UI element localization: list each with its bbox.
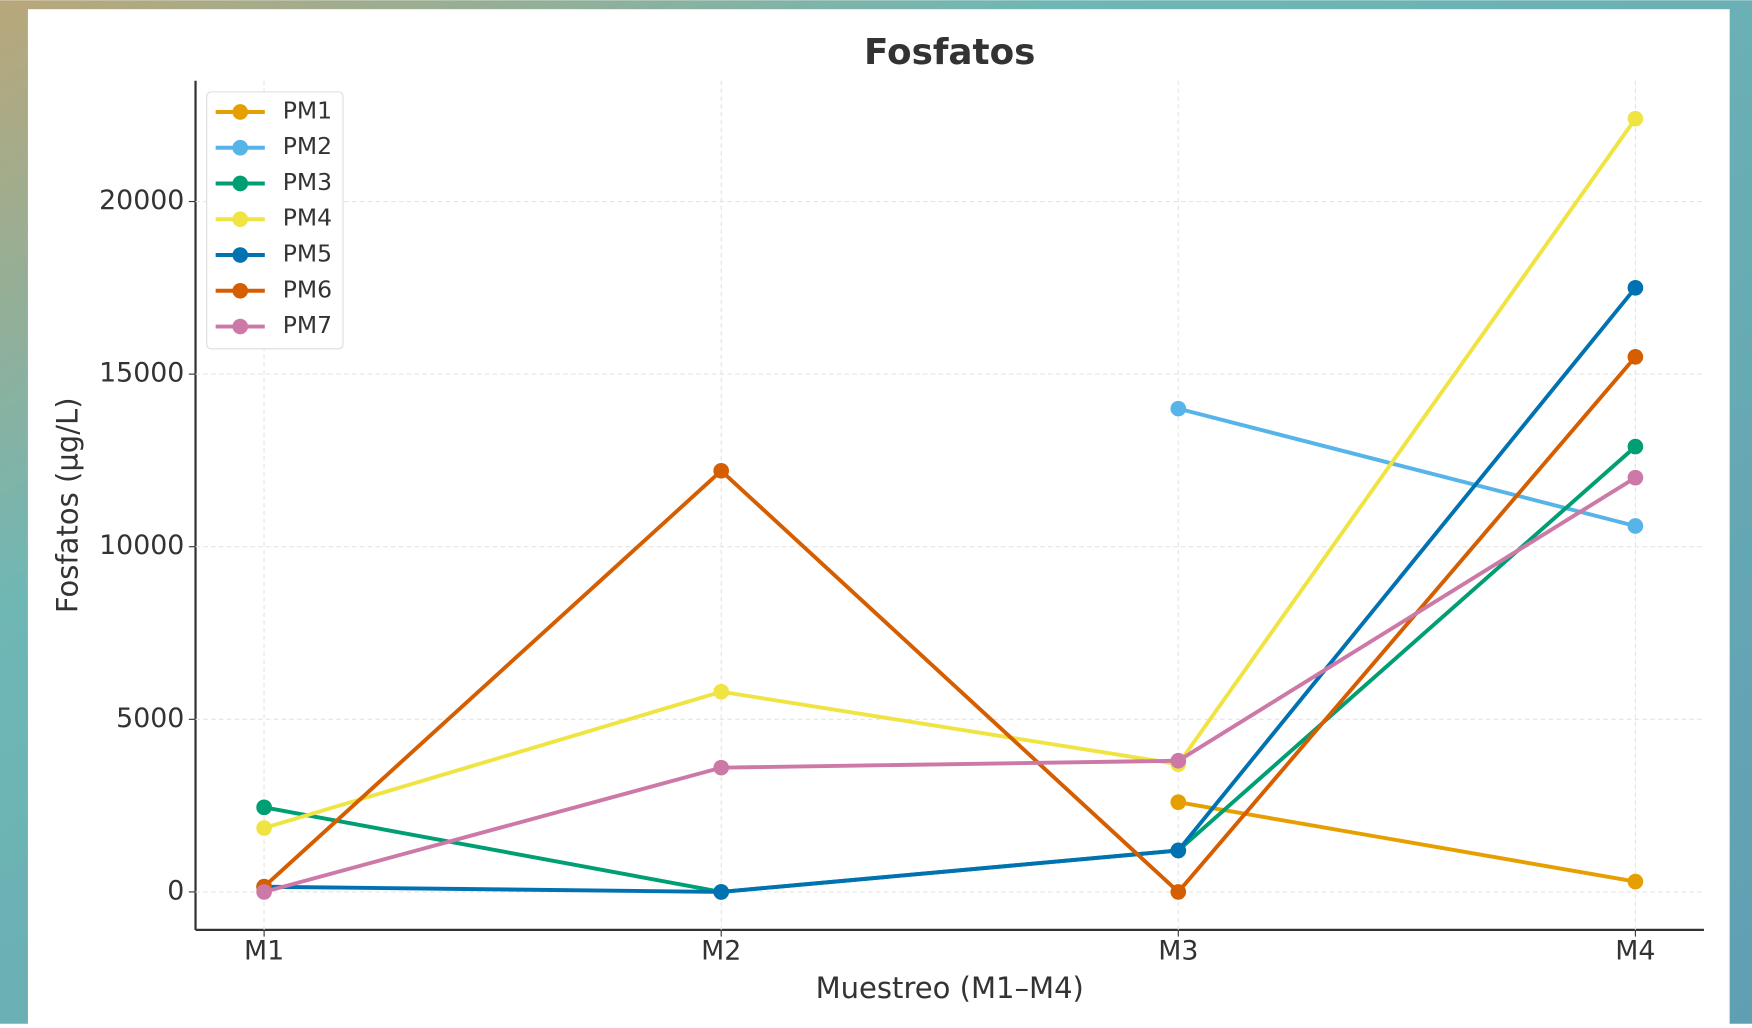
legend-marker — [232, 247, 249, 263]
data-point — [713, 884, 730, 900]
data-point — [1627, 349, 1644, 365]
data-point — [1170, 794, 1187, 810]
y-tick-label: 0 — [167, 875, 184, 906]
legend-marker — [232, 175, 249, 192]
data-point — [713, 683, 730, 700]
data-point — [1627, 469, 1644, 486]
data-point — [1170, 884, 1187, 900]
series-line — [262, 355, 1637, 895]
data-point — [713, 759, 730, 776]
legend-marker — [232, 139, 249, 156]
series-line — [264, 286, 1637, 894]
legend-marker — [232, 104, 249, 120]
data-point — [256, 799, 272, 816]
legend-label: PM4 — [283, 204, 332, 232]
data-point — [1627, 280, 1644, 296]
data-point — [1170, 752, 1187, 769]
data-point — [1170, 400, 1187, 417]
legend-label: PM1 — [283, 96, 332, 124]
x-tick-label: M2 — [701, 936, 741, 967]
data-point — [713, 462, 730, 479]
x-axis-label: Muestreo (M1–M4) — [816, 971, 1084, 1005]
data-point — [1627, 518, 1644, 534]
data-point — [1627, 873, 1644, 890]
data-point — [256, 884, 272, 900]
legend-label: PM7 — [283, 311, 332, 339]
data-point — [1170, 842, 1187, 859]
y-tick-label: 15000 — [99, 358, 184, 389]
legend-label: PM2 — [283, 132, 332, 160]
chart-title: Fosfatos — [864, 32, 1035, 73]
legend-marker — [232, 282, 249, 299]
series-line — [263, 117, 1637, 830]
y-tick-label: 20000 — [99, 185, 184, 216]
x-tick-label: M1 — [244, 936, 284, 967]
legend-marker — [232, 211, 249, 228]
data-point — [1627, 110, 1644, 127]
y-axis-label: Fosfatos (µg/L) — [50, 397, 84, 613]
series-line — [1177, 800, 1636, 884]
y-tick-label: 10000 — [99, 530, 184, 561]
data-point — [256, 820, 272, 836]
series-line — [263, 476, 1637, 894]
legend-label: PM6 — [283, 275, 332, 303]
series-line — [1177, 406, 1636, 528]
y-tick-label: 5000 — [116, 703, 184, 734]
legend-label: PM5 — [283, 240, 332, 268]
legend-label: PM3 — [283, 168, 332, 196]
x-tick-label: M3 — [1158, 936, 1198, 967]
x-tick-label: M4 — [1615, 936, 1655, 967]
data-point — [1627, 438, 1644, 455]
legend-marker — [232, 318, 249, 335]
